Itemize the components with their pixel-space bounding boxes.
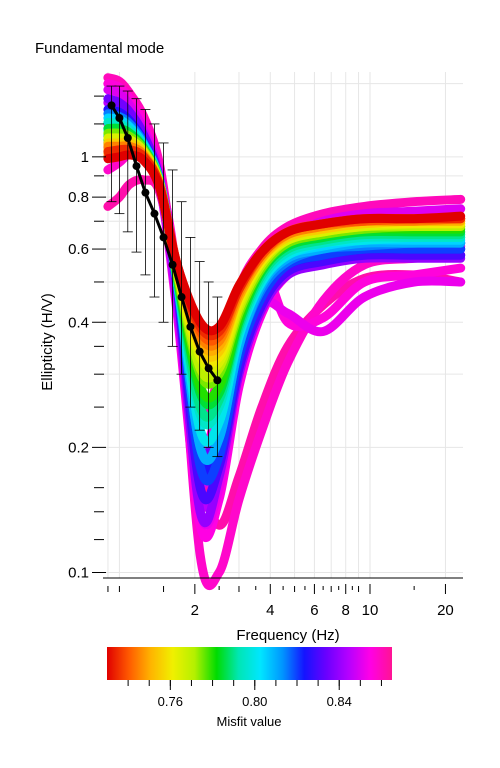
x-axis: 2 4 6 8 10 20 xyxy=(103,577,463,619)
measured-point xyxy=(132,162,141,171)
x-tick-label: 4 xyxy=(266,602,274,619)
y-tick-label: 0.8 xyxy=(68,189,89,206)
colorbar-label: Misfit value xyxy=(216,714,281,729)
measured-point xyxy=(168,260,177,269)
plot-area xyxy=(103,72,466,591)
measured-point xyxy=(177,293,186,302)
x-tick-label: 8 xyxy=(342,602,350,619)
measured-point xyxy=(115,114,124,123)
y-tick-label: 1 xyxy=(81,149,89,166)
chart-title: Fundamental mode xyxy=(35,40,164,57)
measured-curve xyxy=(107,101,222,385)
measured-point xyxy=(204,364,213,373)
colorbar-tick-label: 0.80 xyxy=(242,694,267,709)
measured-point xyxy=(186,322,195,331)
measured-point xyxy=(123,134,132,143)
y-tick-label: 0.1 xyxy=(68,565,89,582)
x-axis-label: Frequency (Hz) xyxy=(236,627,339,644)
x-tick-label: 6 xyxy=(310,602,318,619)
y-axis-label: Ellipticity (H/V) xyxy=(39,293,56,391)
y-axis: 0.1 0.2 0.4 0.6 0.8 1 xyxy=(68,95,106,582)
model-curves xyxy=(103,73,466,591)
colorbar-gradient xyxy=(107,647,392,680)
x-tick-label: 2 xyxy=(191,602,199,619)
colorbar: 0.76 0.80 0.84 Misfit value xyxy=(107,647,392,729)
measured-point xyxy=(159,233,168,242)
y-tick-label: 0.6 xyxy=(68,241,89,258)
measured-point xyxy=(107,101,116,110)
x-tick-label: 10 xyxy=(362,602,379,619)
measured-point xyxy=(141,188,150,197)
colorbar-tick-label: 0.76 xyxy=(158,694,183,709)
measured-point xyxy=(213,376,222,385)
x-tick-label: 20 xyxy=(437,602,454,619)
measured-point xyxy=(150,209,159,218)
colorbar-ticks: 0.76 0.80 0.84 xyxy=(127,680,382,709)
y-tick-label: 0.4 xyxy=(68,314,89,331)
y-tick-label: 0.2 xyxy=(68,439,89,456)
measured-point xyxy=(195,347,204,356)
colorbar-tick-label: 0.84 xyxy=(327,694,352,709)
